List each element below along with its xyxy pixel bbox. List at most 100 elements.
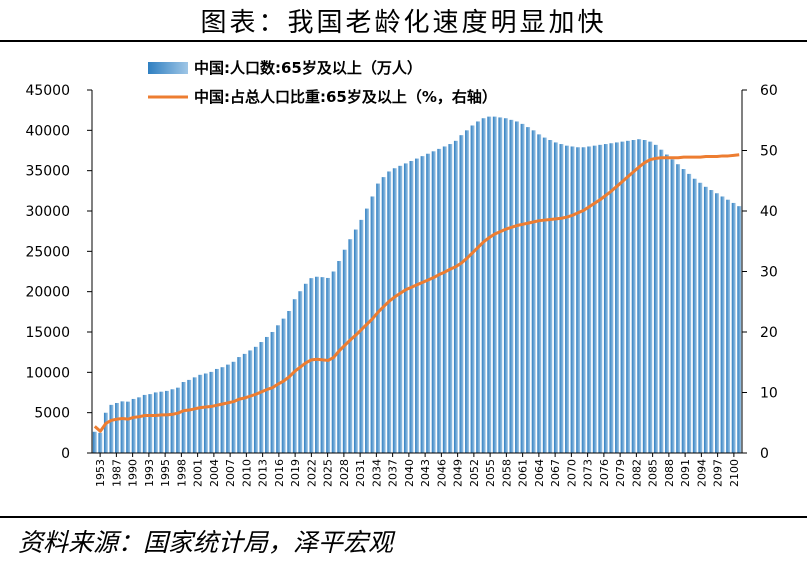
bar-2073 — [587, 146, 592, 453]
x-tick-label: 2007 — [224, 459, 237, 487]
chart: 0 5000 10000 15000 20000 25000 30000 35000 40000… — [25, 59, 778, 487]
left-tick-label: 30000 — [25, 204, 70, 220]
right-tick-label: 20 — [760, 325, 778, 341]
bar-2034 — [370, 196, 375, 454]
bar-2095 — [709, 190, 714, 453]
x-tick-label: 2085 — [647, 459, 660, 487]
left-tick-label: 10000 — [25, 365, 70, 381]
bar-2036 — [381, 177, 386, 453]
bar-2078 — [615, 142, 619, 453]
line-series-65plus-share — [93, 153, 740, 433]
bar-2037 — [387, 171, 392, 453]
x-tick-label: 2034 — [370, 459, 383, 487]
bar-2065 — [542, 137, 547, 453]
bar-2008 — [226, 364, 231, 453]
bar-2052 — [470, 125, 475, 454]
bar-2046 — [437, 148, 442, 453]
bar-2016 — [270, 331, 275, 453]
bar-1998 — [170, 389, 175, 453]
bar-1991 — [131, 398, 136, 453]
bar-2020 — [292, 299, 297, 453]
bar-2051 — [465, 130, 469, 453]
x-tick-label: 1987 — [110, 459, 123, 487]
bar-2048 — [448, 144, 453, 454]
bar-2099 — [731, 202, 736, 453]
bar-2054 — [481, 118, 486, 453]
bar-2067 — [553, 142, 558, 453]
x-tick-label: 2037 — [387, 459, 400, 487]
bar-2079 — [620, 141, 625, 453]
bar-2007 — [220, 367, 225, 453]
bar-2044 — [426, 153, 431, 454]
left-tick-label: 45000 — [25, 83, 70, 99]
bar-2040 — [403, 163, 408, 453]
bar-2015 — [265, 336, 269, 453]
bar-2063 — [531, 130, 536, 453]
bar-2056 — [492, 116, 497, 454]
bar-1988 — [115, 402, 119, 453]
bar-2070 — [570, 146, 575, 453]
bar-2089 — [676, 164, 681, 453]
bar-2005 — [209, 371, 214, 453]
x-tick-label: 2079 — [614, 459, 627, 487]
x-tick-label: 2019 — [289, 459, 302, 487]
bar-2006 — [215, 368, 219, 453]
right-tick-label: 0 — [760, 446, 769, 462]
legend-bar-label: 中国:人口数:65岁及以上（万人） — [194, 59, 422, 77]
x-tick-label: 2091 — [679, 459, 692, 487]
bar-2068 — [559, 144, 564, 454]
bar-2096 — [715, 193, 719, 453]
x-tick-label: 2061 — [517, 459, 530, 487]
bar-2082 — [637, 139, 642, 453]
left-tick-label: 5000 — [34, 406, 70, 422]
bar-2086 — [659, 149, 664, 453]
bar-2031 — [353, 229, 358, 453]
bar-2098 — [726, 199, 731, 453]
x-tick-label: 2055 — [484, 459, 497, 487]
x-tick-label: 2022 — [305, 459, 318, 487]
bar-2081 — [631, 140, 636, 453]
bar-2011 — [242, 353, 247, 453]
legend-bar-swatch — [148, 62, 188, 74]
x-tick-label: 2031 — [354, 459, 367, 487]
top-rule — [0, 40, 807, 42]
bar-2003 — [198, 374, 203, 453]
bar-2053 — [476, 121, 481, 454]
bar-2064 — [537, 134, 542, 453]
bar-2014 — [259, 342, 264, 453]
bar-2097 — [720, 196, 725, 454]
bar-1982 — [103, 412, 108, 453]
bar-2069 — [565, 145, 569, 453]
x-tick-label: 2046 — [435, 459, 448, 487]
bar-2001 — [187, 379, 192, 453]
bar-1995 — [153, 392, 158, 453]
bar-1996 — [159, 391, 164, 453]
x-tick-label: 2073 — [582, 459, 595, 487]
bar-1989 — [120, 401, 125, 453]
bar-2066 — [548, 140, 553, 453]
x-tick-label: 2004 — [208, 459, 221, 487]
bar-2047 — [442, 146, 447, 453]
right-tick-label: 60 — [760, 83, 778, 99]
x-tick-label: 1990 — [127, 459, 140, 487]
bar-2025 — [320, 277, 325, 453]
bar-2019 — [287, 311, 292, 453]
bar-2009 — [231, 361, 236, 453]
right-tick-label: 30 — [760, 265, 778, 281]
bar-1953 — [92, 431, 97, 453]
left-tick-label: 25000 — [25, 244, 70, 260]
bar-2026 — [326, 277, 331, 453]
legend-line-label: 中国:占总人口比重:65岁及以上（%，右轴） — [194, 88, 497, 106]
bar-2012 — [248, 350, 253, 453]
bar-1993 — [142, 394, 147, 453]
x-tick-label: 2001 — [192, 459, 205, 487]
x-tick-label: 1993 — [143, 459, 156, 487]
bar-1964 — [98, 432, 103, 453]
bar-2087 — [665, 154, 669, 453]
bar-2030 — [348, 239, 353, 453]
bar-2038 — [392, 168, 397, 453]
chart-legend: 中国:人口数:65岁及以上（万人） 中国:占总人口比重:65岁及以上（%，右轴） — [148, 59, 497, 106]
bar-2039 — [398, 165, 403, 453]
bar-2100 — [737, 206, 742, 453]
bar-2023 — [309, 278, 314, 453]
